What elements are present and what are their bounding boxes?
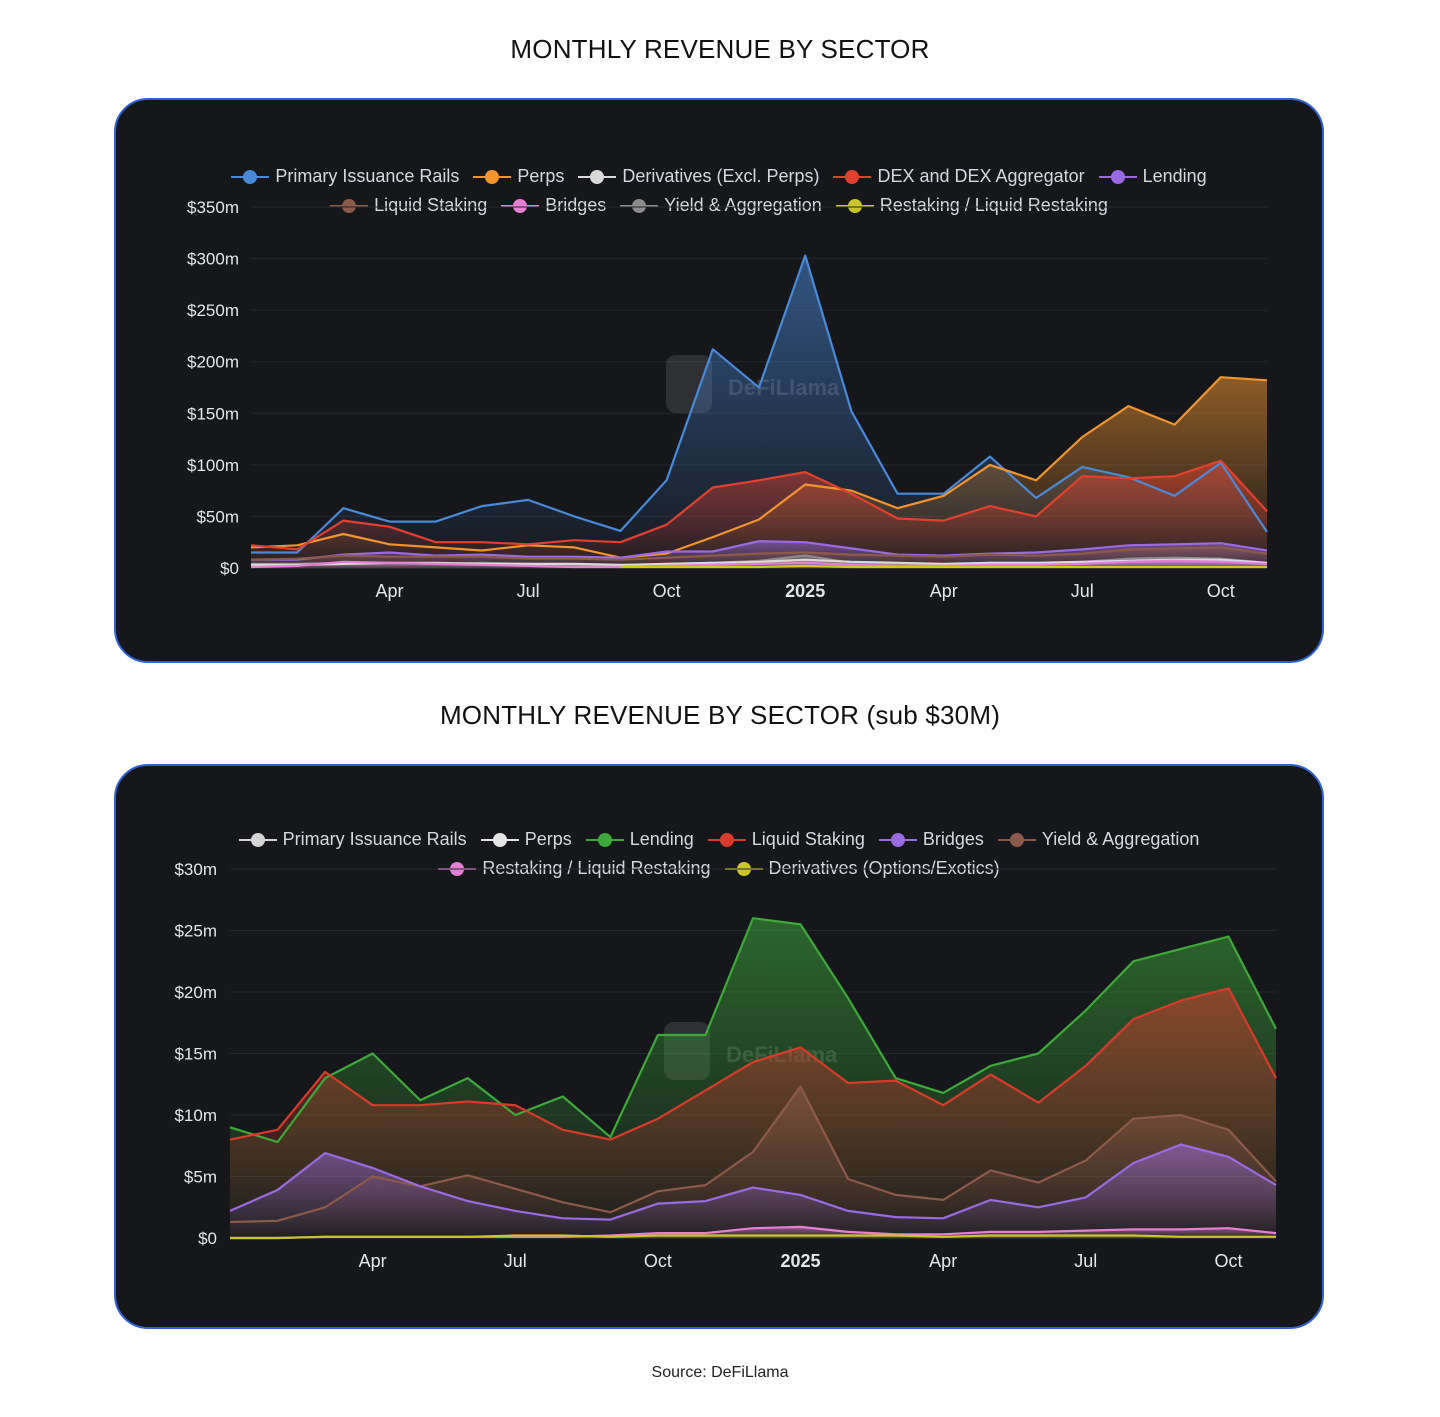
x-tick-label: Oct xyxy=(653,581,681,601)
legend-swatch-icon xyxy=(707,832,746,848)
x-tick-label: Apr xyxy=(930,581,958,601)
series-line[interactable] xyxy=(229,987,1277,1141)
legend-swatch-icon xyxy=(620,198,659,214)
legend-item[interactable]: Yield & Aggregation xyxy=(997,829,1200,850)
legend-swatch-icon xyxy=(501,198,540,214)
legend-label: Perps xyxy=(524,829,572,849)
legend-label: DEX and DEX Aggregator xyxy=(877,166,1085,186)
y-tick-label: $10m xyxy=(174,1106,217,1125)
series-area xyxy=(251,460,1267,568)
legend-swatch-icon xyxy=(997,832,1036,848)
chart-1-plot: $0 $50m $100m $150m $200m $250m $300m $350m Apr J… xyxy=(187,198,1268,601)
legend-swatch-icon xyxy=(473,169,512,185)
y-tick-label: $0 xyxy=(220,559,239,578)
legend-label: Primary Issuance Rails xyxy=(282,829,467,849)
legend-swatch-icon xyxy=(835,198,874,214)
y-tick-label: $250m xyxy=(187,301,239,320)
x-tick-label: Apr xyxy=(376,581,404,601)
legend-swatch-icon xyxy=(480,832,519,848)
series-line[interactable] xyxy=(250,546,1268,561)
series-line[interactable] xyxy=(230,1234,1276,1240)
legend-label: Lending xyxy=(1142,166,1207,186)
chart-2-panel: Primary Issuance Rails Perps Lending Liquid… xyxy=(114,764,1324,1329)
legend-item[interactable]: Lending xyxy=(1098,166,1207,187)
x-tick-label: Jul xyxy=(517,581,540,601)
y-tick-label: $20m xyxy=(174,983,217,1002)
legend-item[interactable]: Bridges xyxy=(501,195,606,216)
x-tick-label: Apr xyxy=(359,1251,387,1271)
chart-1-title: MONTHLY REVENUE BY SECTOR xyxy=(510,34,930,64)
y-tick-label: $300m xyxy=(187,250,239,269)
chart-1-legend: Primary Issuance Rails Perps Derivatives (… xyxy=(219,166,1219,216)
legend-label: Liquid Staking xyxy=(751,829,865,849)
x-tick-label: Jul xyxy=(1074,1251,1097,1271)
series-line[interactable] xyxy=(250,459,1268,551)
y-tick-label: $350m xyxy=(187,198,239,217)
legend-item[interactable]: Liquid Staking xyxy=(707,829,865,850)
y-tick-label: $25m xyxy=(174,922,217,941)
legend-swatch-icon xyxy=(1098,169,1137,185)
legend-label: Bridges xyxy=(922,829,984,849)
legend-label: Derivatives (Excl. Perps) xyxy=(622,166,820,186)
x-tick-label: Oct xyxy=(644,1251,672,1271)
y-tick-label: $0 xyxy=(198,1229,217,1248)
x-tick-label: Jul xyxy=(1071,581,1094,601)
series-line[interactable] xyxy=(250,559,1268,569)
legend-swatch-icon xyxy=(578,169,617,185)
legend-swatch-icon xyxy=(585,832,624,848)
legend-label: Yield & Aggregation xyxy=(1041,829,1200,849)
x-tick-label: Oct xyxy=(1214,1251,1242,1271)
legend-swatch-icon xyxy=(330,198,369,214)
legend-item[interactable]: Primary Issuance Rails xyxy=(231,166,459,187)
y-tick-label: $15m xyxy=(174,1045,217,1064)
legend-label: Yield & Aggregation xyxy=(664,195,822,215)
legend-swatch-icon xyxy=(231,169,270,185)
legend-label: Perps xyxy=(517,166,565,186)
chart-2-plot: $0 $5m $10m $15m $20m $25m $30m Apr Jul Oct 2025 Ap… xyxy=(174,860,1277,1271)
x-tick-label: Oct xyxy=(1207,581,1235,601)
x-tick-label: Apr xyxy=(929,1251,957,1271)
legend-label: Restaking / Liquid Restaking xyxy=(879,195,1108,215)
legend-label: Restaking / Liquid Restaking xyxy=(482,858,711,878)
legend-item[interactable]: Perps xyxy=(480,829,572,850)
legend-item[interactable]: Liquid Staking xyxy=(330,195,487,216)
legend-item[interactable]: Primary Issuance Rails xyxy=(238,829,467,850)
legend-label: Lending xyxy=(629,829,694,849)
series-area xyxy=(230,1086,1276,1238)
chart-1-panel: Primary Issuance Rails Perps Derivatives (… xyxy=(114,98,1324,663)
y-tick-label: $150m xyxy=(187,404,239,423)
x-tick-label: 2025 xyxy=(785,581,825,601)
legend-item[interactable]: Yield & Aggregation xyxy=(620,195,822,216)
legend-item[interactable]: Perps xyxy=(473,166,564,187)
chart-2-title: MONTHLY REVENUE BY SECTOR (sub $30M) xyxy=(439,700,1001,730)
y-tick-label: $100m xyxy=(187,456,239,475)
series-line[interactable] xyxy=(251,540,1268,561)
series-line[interactable] xyxy=(251,254,1268,554)
legend-item[interactable]: Lending xyxy=(585,829,694,850)
legend-item[interactable]: Restaking / Liquid Restaking xyxy=(835,195,1108,216)
series-line[interactable] xyxy=(250,376,1268,559)
series-line[interactable] xyxy=(620,564,1268,569)
source-caption: Source: DeFiLlama xyxy=(651,1364,789,1381)
legend-label: Primary Issuance Rails xyxy=(275,166,460,186)
legend-item[interactable]: Bridges xyxy=(878,829,984,850)
legend-swatch-icon xyxy=(238,832,277,848)
y-tick-label: $50m xyxy=(196,507,239,526)
x-tick-label: 2025 xyxy=(781,1251,821,1271)
series-line[interactable] xyxy=(229,1085,1277,1224)
x-tick-label: Jul xyxy=(504,1251,527,1271)
y-tick-label: $5m xyxy=(184,1168,217,1187)
legend-swatch-icon xyxy=(833,169,872,185)
y-tick-label: $30m xyxy=(174,860,217,879)
series-area xyxy=(230,1144,1276,1238)
legend-swatch-icon xyxy=(878,832,917,848)
series-line[interactable] xyxy=(229,1143,1277,1221)
legend-item[interactable]: Derivatives (Excl. Perps) xyxy=(578,166,819,187)
legend-item[interactable]: DEX and DEX Aggregator xyxy=(833,166,1085,187)
series-line[interactable] xyxy=(229,917,1277,1144)
y-tick-label: $200m xyxy=(187,353,239,372)
legend-label: Bridges xyxy=(545,195,607,215)
legend-label: Derivatives (Options/Exotics) xyxy=(768,858,1000,878)
legend-label: Liquid Staking xyxy=(374,195,488,215)
